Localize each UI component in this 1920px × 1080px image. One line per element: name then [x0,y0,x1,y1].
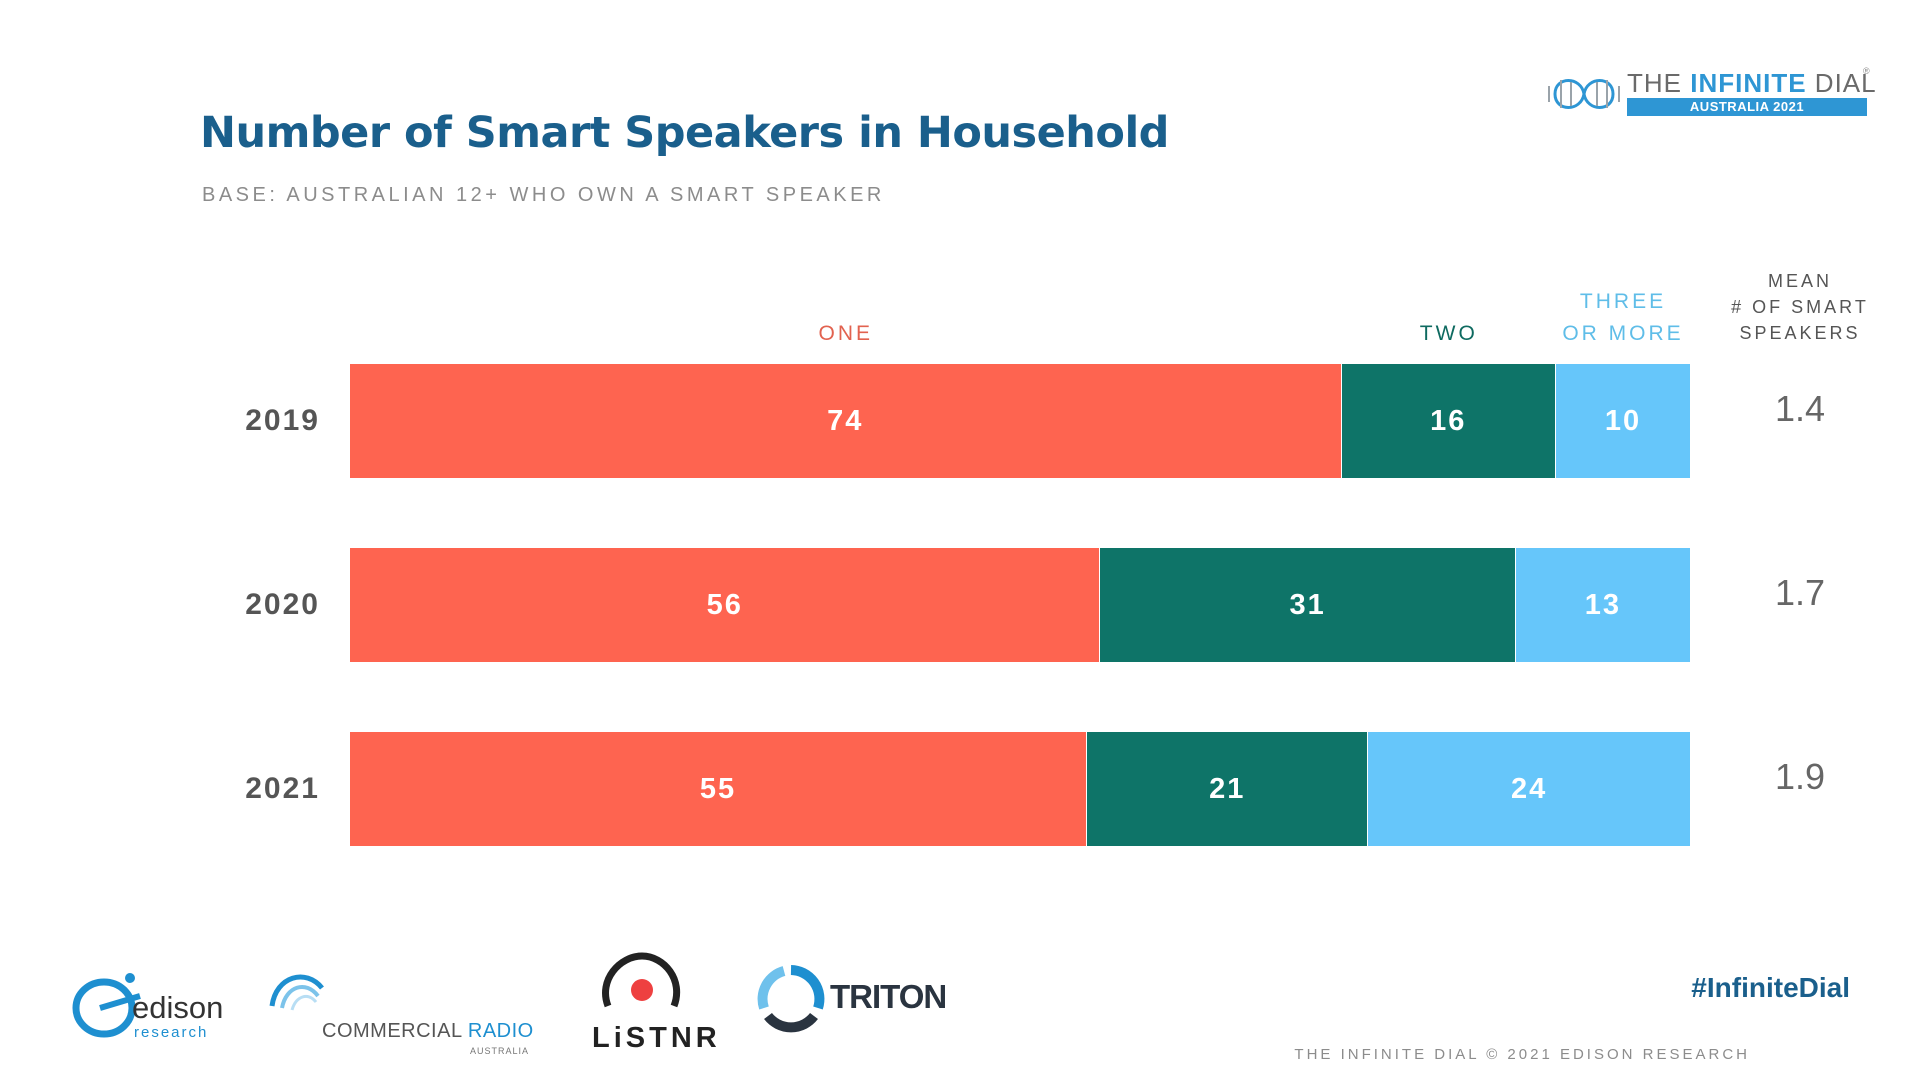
listnr-wordmark: LiSTNR [592,1022,721,1054]
legend-label-three-or-more: THREE OR MORE [1513,286,1733,350]
legend-label-one: ONE [736,318,956,350]
legend-label-line: OR MORE [1562,322,1684,345]
data-label: 24 [1511,772,1548,805]
bar-segment-three-or-more: 24 [1368,732,1690,846]
mean-header: MEAN # OF SMART SPEAKERS [1720,268,1880,346]
data-label: 16 [1430,404,1467,437]
mean-value: 1.9 [1774,756,1826,797]
bar-segment-three-or-more: 13 [1515,548,1690,662]
bar-segment-two: 31 [1100,548,1516,662]
data-label: 74 [827,404,864,437]
brand-edition: AUSTRALIA 2021 [1627,98,1867,116]
data-label: 10 [1604,404,1642,437]
category-label: 2020 [245,588,320,621]
data-label: 55 [699,772,737,805]
page-subtitle: BASE: AUSTRALIAN 12+ WHO OWN A SMART SPE… [202,184,885,206]
edison-sub-wordmark: research [134,1024,209,1041]
legend-label-line: ONE [818,322,874,345]
infinite-dial-logo: THE INFINITE DIAL ® AUSTRALIA 2021 [1545,66,1877,126]
legend-label-two: TWO [1339,318,1559,350]
category-label: 2021 [245,772,320,805]
bar-segment-one: 56 [350,548,1101,662]
listnr-arc-icon [602,952,681,1008]
mean-header-line: MEAN [1767,271,1832,291]
bar-segment-two: 16 [1341,364,1556,478]
infinity-wave-icon [1548,79,1620,109]
partner-logos: edison research COMMERCIAL RADIO AUSTRAL… [0,940,1920,1060]
edison-swirl-icon [72,973,141,1038]
brand-registered-mark: ® [1863,66,1870,76]
brand-name: THE INFINITE DIAL [1627,68,1877,98]
mean-value: 1.7 [1774,572,1826,613]
data-label: 13 [1584,588,1622,621]
edison-wordmark: edison [132,990,224,1025]
legend-label-line: TWO [1419,322,1478,345]
bar-segment-three-or-more: 10 [1556,364,1690,478]
mean-value: 1.4 [1774,388,1826,429]
triton-ring-icon [757,965,825,1033]
bar-segment-one: 55 [350,732,1087,846]
data-label: 21 [1209,772,1246,805]
mean-header-line: # OF SMART [1731,297,1869,317]
radio-wave-icon [269,974,324,1011]
category-label: 2019 [245,404,320,437]
mean-header-line: SPEAKERS [1739,323,1861,343]
commercial-radio-wordmark: COMMERCIAL RADIO [322,1020,534,1042]
footer-credit: THE INFINITE DIAL © 2021 EDISON RESEARCH [1294,1046,1750,1063]
hashtag: #InfiniteDial [1691,972,1850,1003]
data-label: 56 [706,588,743,621]
commercial-radio-sub: AUSTRALIA [470,1046,530,1056]
page-title: Number of Smart Speakers in Household [200,108,1169,158]
bar-segment-two: 21 [1087,732,1369,846]
data-label: 31 [1289,588,1326,621]
triton-wordmark: TRITON [830,978,947,1015]
bar-segment-one: 74 [350,364,1342,478]
legend-label-line: THREE [1579,290,1667,313]
